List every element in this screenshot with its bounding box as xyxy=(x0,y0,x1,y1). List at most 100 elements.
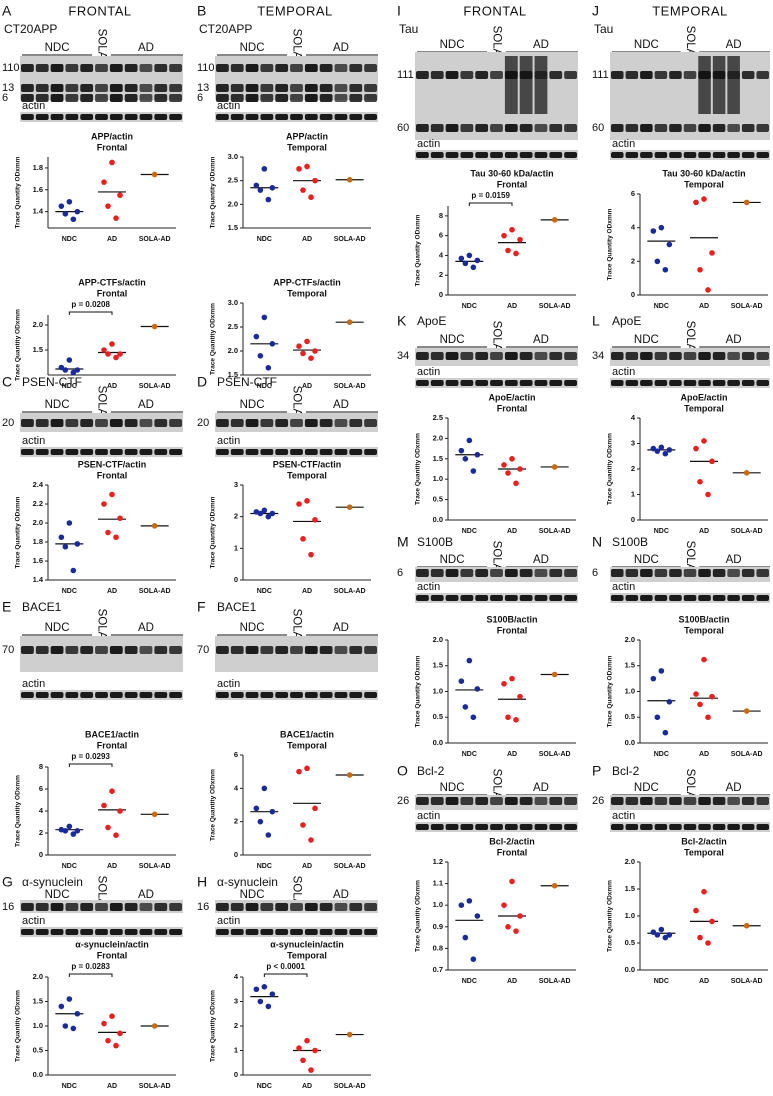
blot-band xyxy=(154,646,168,654)
y-tick-label: 0.0 xyxy=(433,738,443,747)
p-value: p = 0.0159 xyxy=(471,191,510,200)
data-point xyxy=(650,929,657,935)
x-tick-label: SOLA-AD xyxy=(139,383,171,390)
group-label: SOLA xyxy=(95,609,107,640)
group-label: AD xyxy=(533,782,549,794)
group-label: SOLA xyxy=(95,29,107,60)
actin-band xyxy=(124,929,138,935)
data-point xyxy=(261,507,268,514)
data-point xyxy=(462,456,469,462)
y-tick-label: 2 xyxy=(234,1021,238,1030)
blot-band xyxy=(109,419,123,427)
panel-letter: I xyxy=(397,3,401,19)
actin-band xyxy=(65,449,79,455)
blot-band xyxy=(564,797,577,805)
x-tick-label: AD xyxy=(699,978,709,985)
x-tick-label: AD xyxy=(302,236,312,243)
region-header: FRONTAL xyxy=(463,3,526,18)
actin-band xyxy=(654,380,668,386)
blot-band xyxy=(304,84,318,92)
actin-band xyxy=(611,152,624,158)
mw-marker: 6 xyxy=(397,567,403,579)
blot-band xyxy=(712,352,726,360)
chart-title: ApoE/actin xyxy=(488,392,535,402)
blot-band xyxy=(640,352,653,360)
actin-band xyxy=(80,449,94,455)
data-point xyxy=(304,1037,310,1044)
blot-band xyxy=(154,903,168,911)
blot-band xyxy=(124,64,138,72)
actin-band xyxy=(534,152,548,158)
group-label: SOLA xyxy=(290,876,302,907)
blot-background xyxy=(20,56,183,100)
data-point xyxy=(117,351,123,357)
blot-band xyxy=(416,124,429,132)
blot-band xyxy=(741,71,755,79)
x-tick-label: SOLA-AD xyxy=(334,588,366,595)
blot-band xyxy=(727,71,740,79)
actin-band xyxy=(364,929,377,935)
mw-marker: 16 xyxy=(2,901,14,913)
x-tick-label: AD xyxy=(302,588,312,595)
blot-band xyxy=(154,419,168,427)
actin-band xyxy=(625,380,639,386)
y-tick-label: 0 xyxy=(234,850,238,859)
actin-band xyxy=(349,114,363,120)
blot-band xyxy=(349,94,363,102)
data-point xyxy=(109,491,115,498)
data-point xyxy=(265,832,272,838)
blot-band xyxy=(712,569,726,577)
blot-band xyxy=(230,646,244,654)
blot-band xyxy=(65,419,79,427)
blot-band xyxy=(683,352,697,360)
data-point xyxy=(743,922,750,929)
data-point xyxy=(70,216,77,223)
chart-title: BACE1/actin xyxy=(85,729,139,739)
y-tick-label: 0.8 xyxy=(433,943,443,952)
data-point xyxy=(300,1057,306,1064)
mw-marker: 26 xyxy=(397,795,409,807)
blot-band xyxy=(460,797,474,805)
data-point xyxy=(62,211,69,217)
data-point xyxy=(117,808,123,814)
x-tick-label: AD xyxy=(507,751,517,758)
mw-marker: 6 xyxy=(2,92,8,104)
blot-band xyxy=(475,71,489,79)
data-point xyxy=(109,159,115,166)
blot-band xyxy=(364,419,377,427)
data-point xyxy=(346,319,353,326)
y-axis-label: Trace Quantity ODxmm xyxy=(15,990,22,1062)
blot-band xyxy=(445,797,459,805)
actin-band xyxy=(611,595,624,601)
blot-band xyxy=(349,64,363,72)
actin-band xyxy=(564,152,577,158)
blot-band xyxy=(519,352,533,360)
blot-band xyxy=(654,569,668,577)
x-tick-label: SOLA-AD xyxy=(334,863,366,870)
panel-letter: M xyxy=(397,534,409,550)
blot-band xyxy=(460,124,474,132)
data-point xyxy=(701,888,707,895)
blot-band xyxy=(216,646,229,654)
y-tick-label: 6 xyxy=(234,750,238,759)
y-tick-label: 1.6 xyxy=(33,185,43,194)
panel-letter: H xyxy=(197,874,207,890)
actin-band xyxy=(139,114,153,120)
actin-band xyxy=(460,595,474,601)
y-axis-label: Trace Quantity ODxmm xyxy=(210,496,217,568)
mw-marker: 34 xyxy=(592,350,604,362)
actin-band xyxy=(640,824,653,830)
blot-band xyxy=(260,646,274,654)
actin-band xyxy=(712,595,726,601)
actin-band xyxy=(21,114,34,120)
y-axis-label: Trace Quantity ODxmm xyxy=(415,433,422,505)
x-tick-label: NDC xyxy=(257,236,272,243)
x-tick-label: SOLA-AD xyxy=(334,383,366,390)
chart-title: Temporal xyxy=(287,470,327,480)
blot-band xyxy=(230,64,244,72)
protein-label: ApoE xyxy=(612,314,641,328)
y-tick-label: 1.5 xyxy=(228,370,238,379)
data-point xyxy=(253,182,260,189)
blot-band xyxy=(319,646,333,654)
actin-band xyxy=(319,929,333,935)
